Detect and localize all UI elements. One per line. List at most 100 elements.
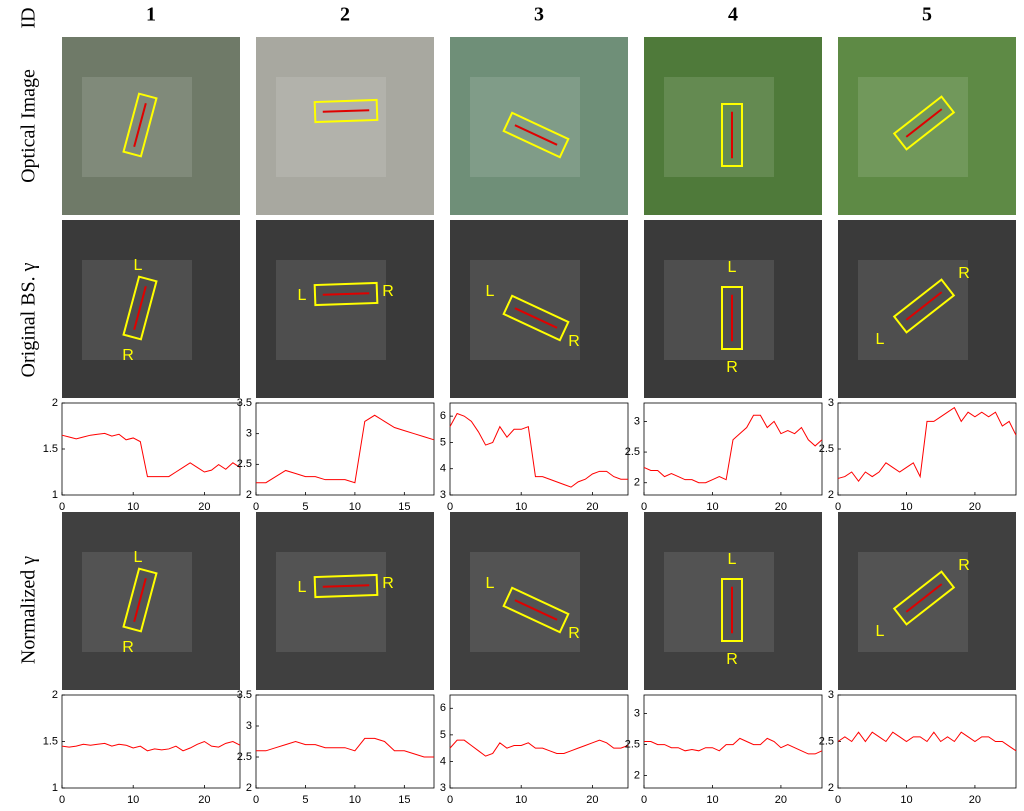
x-tick-label: 0 xyxy=(447,794,453,806)
image-region xyxy=(664,552,774,652)
series-line xyxy=(837,406,1017,483)
x-tick-label: 0 xyxy=(447,501,453,513)
image xyxy=(838,37,1016,215)
profile-line xyxy=(514,307,558,329)
image-panel xyxy=(450,37,628,215)
y-tick-label: 2.5 xyxy=(819,443,834,455)
end-label: R xyxy=(122,639,134,656)
image-panel: LR xyxy=(644,220,822,398)
image xyxy=(256,220,434,398)
y-tick-label: 2 xyxy=(828,489,834,501)
end-label: L xyxy=(298,287,307,304)
y-tick-label: 3 xyxy=(246,428,252,440)
line-chart: 3 4 5 6 0 10 20 xyxy=(440,402,629,513)
profile-line xyxy=(133,578,147,622)
end-label: L xyxy=(486,283,495,300)
profile-line xyxy=(514,124,558,146)
image-region xyxy=(82,552,192,652)
line-chart: 3 4 5 6 0 10 20 xyxy=(440,694,629,806)
x-tick-label: 10 xyxy=(127,501,139,513)
image-region xyxy=(858,552,968,652)
end-label: L xyxy=(728,259,737,276)
end-label: R xyxy=(122,347,134,364)
x-tick-label: 10 xyxy=(900,794,912,806)
image xyxy=(838,220,1016,398)
profile-line xyxy=(905,583,943,613)
selection-box xyxy=(502,586,570,634)
y-tick-label: 3.5 xyxy=(237,689,252,701)
y-tick-label: 4 xyxy=(440,755,446,767)
selection-box xyxy=(122,275,158,341)
x-tick-label: 20 xyxy=(198,794,210,806)
x-tick-label: 10 xyxy=(127,794,139,806)
y-tick-label: 3 xyxy=(828,689,834,701)
y-tick-label: 2 xyxy=(634,477,640,489)
end-label: R xyxy=(382,283,394,300)
plot-area xyxy=(255,694,435,789)
y-tick-label: 2 xyxy=(52,397,58,409)
image-panel: LR xyxy=(450,220,628,398)
x-tick-label: 0 xyxy=(641,501,647,513)
x-tick-label: 20 xyxy=(969,501,981,513)
profile-line xyxy=(322,584,370,588)
y-tick-label: 2 xyxy=(828,782,834,794)
y-tick-label: 1.5 xyxy=(43,443,58,455)
image xyxy=(62,37,240,215)
x-tick-label: 20 xyxy=(969,794,981,806)
image-region xyxy=(82,77,192,177)
profile-line xyxy=(322,109,370,113)
column-id: 2 xyxy=(340,4,350,26)
line-chart: 2 2.5 3 0 10 20 xyxy=(625,694,823,806)
line-chart: 2 2.5 3 0 10 20 xyxy=(819,689,1017,806)
image-region xyxy=(664,77,774,177)
line-chart: 11.520 10 20 xyxy=(43,689,241,806)
image xyxy=(62,220,240,398)
end-label: R xyxy=(958,557,970,574)
image-panel: LR xyxy=(62,512,240,690)
image-region xyxy=(82,260,192,360)
image xyxy=(838,512,1016,690)
plot-area xyxy=(61,402,241,496)
y-tick-label: 3 xyxy=(828,397,834,409)
end-label: R xyxy=(726,651,738,668)
selection-box xyxy=(502,111,570,159)
end-label: L xyxy=(134,257,143,274)
y-tick-label: 2.5 xyxy=(237,751,252,763)
plot-area xyxy=(61,694,241,789)
x-tick-label: 0 xyxy=(59,501,65,513)
end-label: R xyxy=(958,265,970,282)
y-tick-label: 2 xyxy=(246,489,252,501)
series-line xyxy=(61,740,241,752)
image-panel: LR xyxy=(644,512,822,690)
image-region xyxy=(664,260,774,360)
line-chart: 2 2.5 3 0 10 20 xyxy=(819,397,1017,513)
x-tick-label: 15 xyxy=(398,794,410,806)
y-tick-label: 1.5 xyxy=(43,735,58,747)
y-tick-label: 2.5 xyxy=(237,458,252,470)
y-tick-label: 2 xyxy=(52,689,58,701)
row-label: Original BS. γ xyxy=(18,262,40,377)
series-line xyxy=(256,737,434,758)
profile-line xyxy=(322,292,370,296)
end-label: R xyxy=(726,359,738,376)
image-panel: LR xyxy=(838,220,1016,398)
y-tick-label: 2 xyxy=(634,770,640,782)
x-tick-label: 20 xyxy=(586,794,598,806)
end-label: R xyxy=(568,625,580,642)
line-chart: 2 2.5 3 3.5 0 5 10 15 xyxy=(237,397,435,513)
selection-box xyxy=(721,578,743,642)
x-tick-label: 20 xyxy=(775,794,787,806)
series-line xyxy=(643,414,823,484)
image-panel: LR xyxy=(450,512,628,690)
line-chart: 11.520 10 20 xyxy=(43,397,241,513)
profile-line xyxy=(133,286,147,330)
selection-box xyxy=(122,567,158,633)
series-line xyxy=(449,412,628,488)
selection-box xyxy=(502,294,570,342)
x-tick-label: 5 xyxy=(302,501,308,513)
x-tick-label: 0 xyxy=(253,794,259,806)
plot-area xyxy=(837,402,1017,496)
end-label: R xyxy=(382,575,394,592)
